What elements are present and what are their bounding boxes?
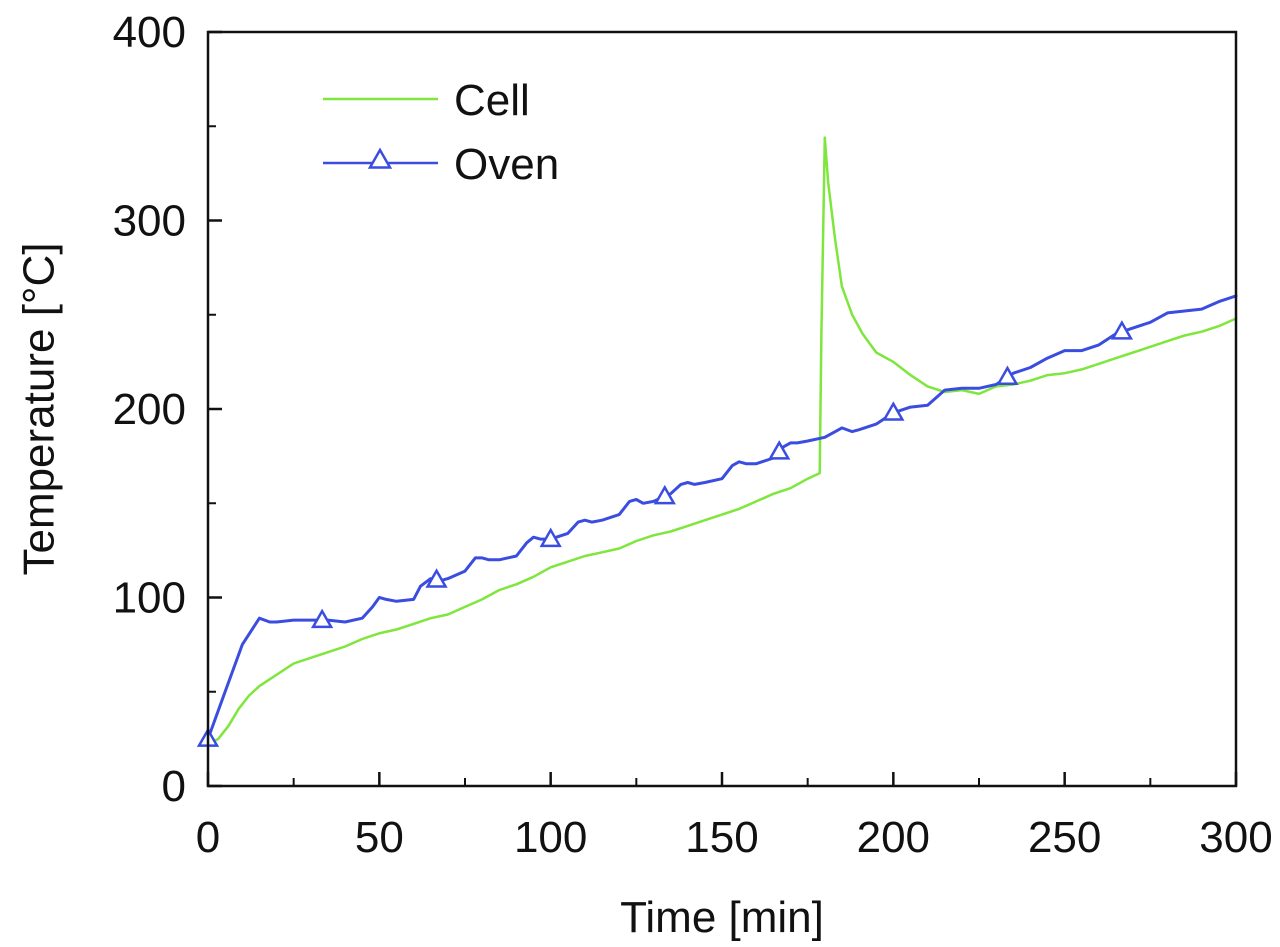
x-tick-label: 300	[1199, 813, 1272, 862]
oven-data-marker	[882, 401, 905, 421]
oven-data-marker	[653, 484, 676, 505]
major-ticks	[206, 30, 1238, 788]
legend-oven-marker	[367, 147, 393, 169]
minor-ticks	[208, 125, 1152, 786]
x-axis-title: Time [min]	[620, 893, 824, 942]
plot-frame	[206, 30, 1238, 788]
x-tick-label: 150	[685, 813, 758, 862]
x-tick-label: 100	[514, 813, 587, 862]
y-tick-label: 100	[113, 574, 186, 623]
oven-data-marker	[996, 365, 1019, 386]
legend: Cell Oven	[323, 76, 559, 189]
x-tick-label: 0	[196, 813, 220, 862]
y-tick-label: 200	[113, 385, 186, 434]
oven-data-marker	[310, 608, 334, 629]
y-tick-label: 400	[113, 8, 186, 57]
y-tick-label: 0	[162, 762, 186, 811]
cell-series-line	[206, 136, 1238, 746]
series-layer	[196, 136, 1238, 747]
oven-data-marker	[539, 527, 562, 548]
y-axis-title: Temperature [°C]	[15, 242, 64, 575]
x-tick-label: 250	[1028, 813, 1101, 862]
x-tick-label: 50	[355, 813, 404, 862]
legend-oven-label: Oven	[454, 140, 559, 189]
oven-data-marker	[425, 568, 448, 588]
y-tick-label: 300	[113, 197, 186, 246]
tick-labels: 0 50 100 150 200 250 300 0 100 200 300 400	[113, 8, 1273, 862]
oven-data-marker	[1110, 320, 1134, 340]
legend-cell-label: Cell	[454, 76, 530, 125]
oven-series-line	[206, 294, 1238, 741]
oven-data-marker	[768, 440, 791, 460]
x-tick-label: 200	[857, 813, 930, 862]
